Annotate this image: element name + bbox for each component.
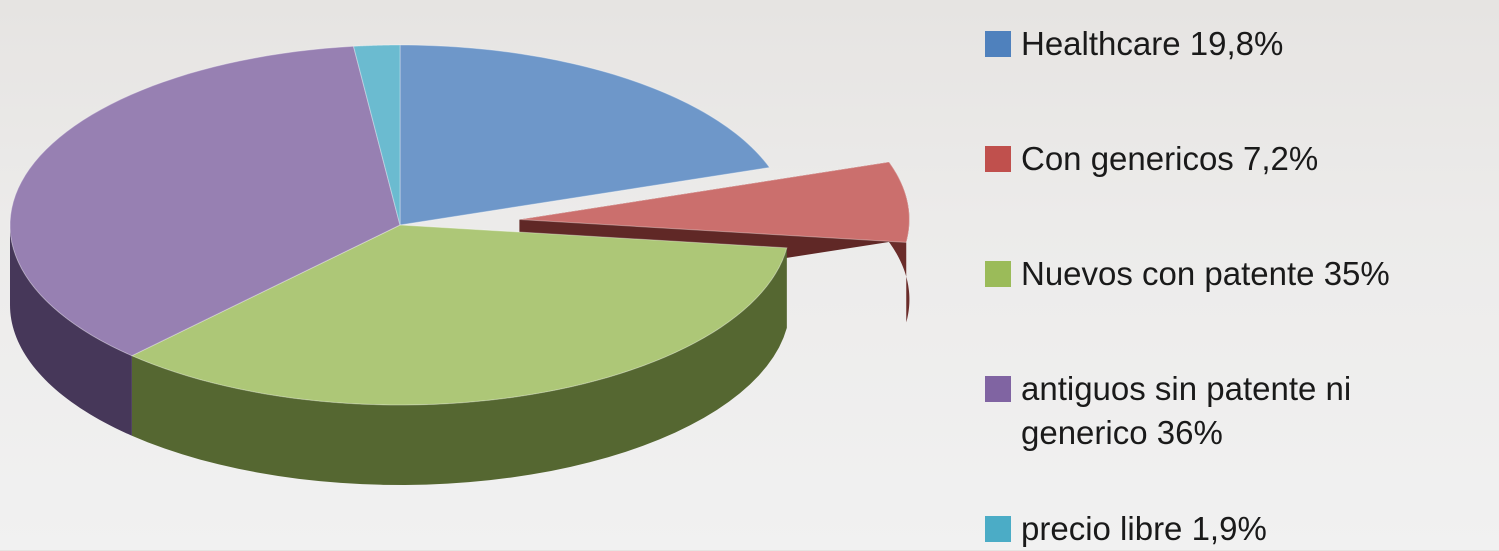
legend-swatch — [985, 31, 1011, 57]
legend-item: antiguos sin patente ni generico 36% — [985, 367, 1461, 455]
legend-label: Con genericos 7,2% — [1021, 137, 1461, 181]
legend-label: Nuevos con patente 35% — [1021, 252, 1461, 296]
legend-swatch — [985, 261, 1011, 287]
legend-swatch — [985, 516, 1011, 542]
legend-swatch — [985, 146, 1011, 172]
legend-item: Healthcare 19,8% — [985, 22, 1461, 66]
legend-item: precio libre 1,9% — [985, 507, 1461, 551]
legend-label: antiguos sin patente ni generico 36% — [1021, 367, 1461, 455]
legend-item: Con genericos 7,2% — [985, 137, 1461, 181]
chart: Healthcare 19,8% Con genericos 7,2% Nuevos… — [0, 0, 1499, 550]
legend-label: Healthcare 19,8% — [1021, 22, 1461, 66]
legend-item: Nuevos con patente 35% — [985, 252, 1461, 296]
legend-swatch — [985, 376, 1011, 402]
legend-label: precio libre 1,9% — [1021, 507, 1461, 551]
